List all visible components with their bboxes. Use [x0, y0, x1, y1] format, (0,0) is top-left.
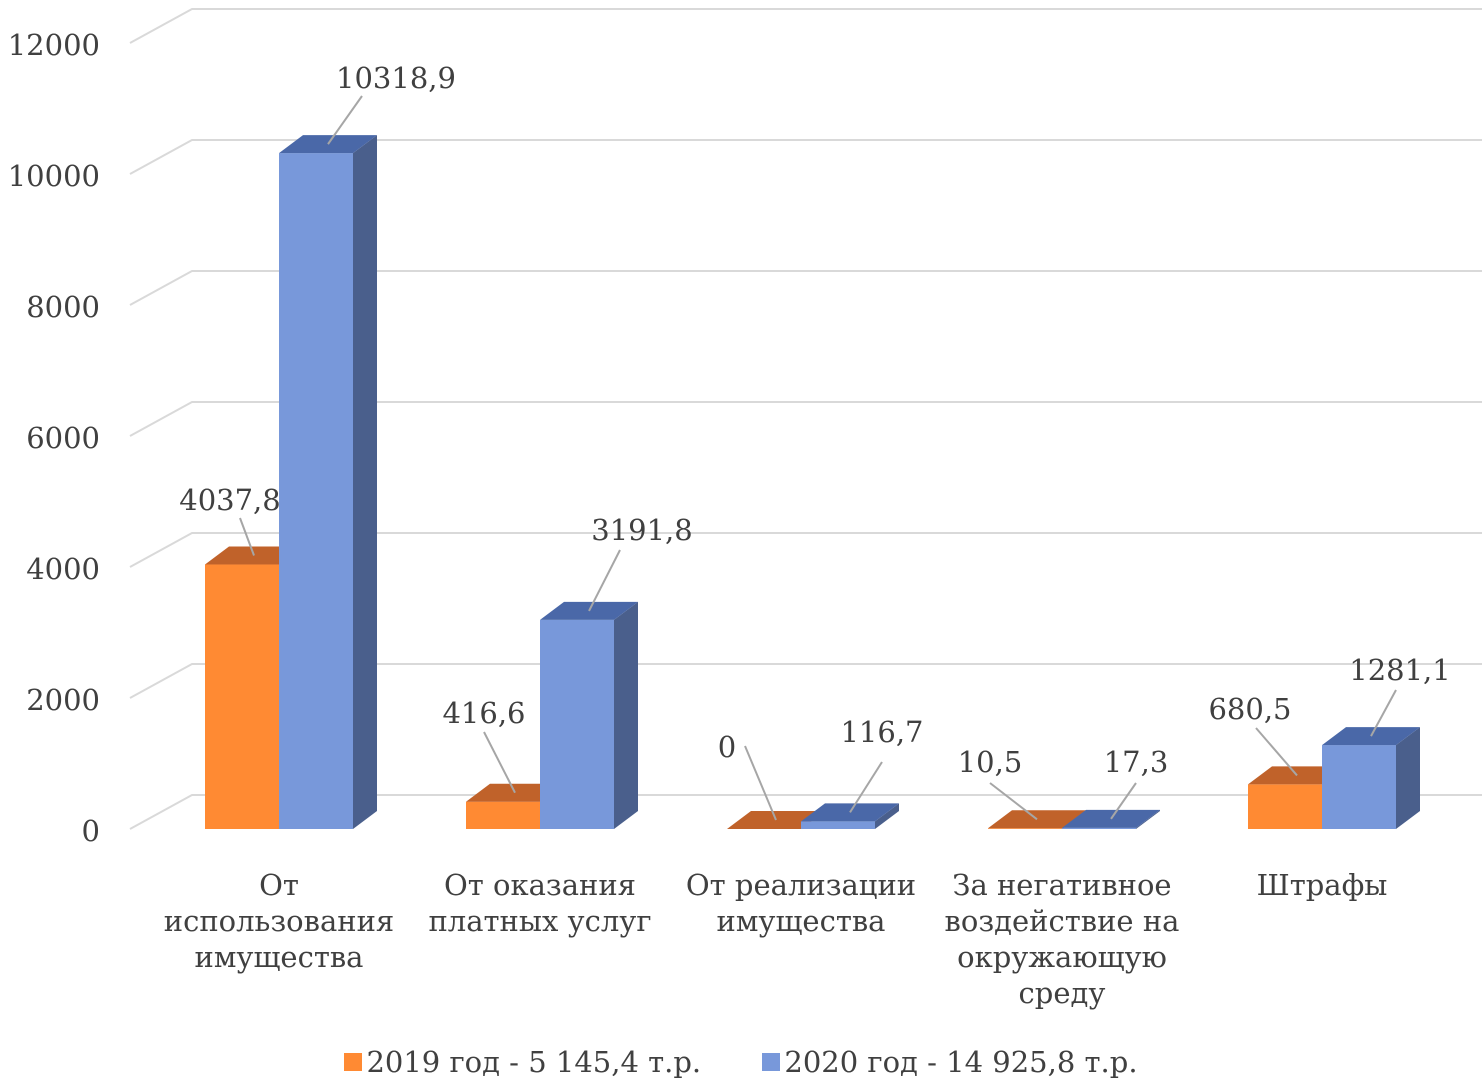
data-label: 4037,8: [179, 483, 280, 517]
y-tick-label: 12000: [8, 28, 100, 62]
data-label-leader: [744, 745, 777, 821]
bar-s1-c5: [1248, 766, 1346, 829]
bar-s2-c1-side: [353, 135, 377, 829]
data-label-leader: [483, 731, 516, 794]
bar-s2-c2: [540, 601, 638, 829]
x-category-label-line: окружающую: [957, 940, 1167, 974]
bar-s2-c4-side: [1136, 809, 1160, 829]
data-label: 416,6: [442, 696, 525, 730]
x-category-label-line: Штрафы: [1257, 868, 1388, 902]
y-tick-label: 2000: [26, 683, 100, 717]
gridline: [129, 8, 1482, 44]
x-category-label-line: От: [259, 868, 299, 902]
y-tick-label: 10000: [8, 159, 100, 193]
x-category-label-line: среду: [1019, 976, 1106, 1010]
legend-item-2019: 2019 год - 5 145,4 т.р.: [344, 1045, 701, 1079]
bar-s2-c3-side: [875, 803, 899, 829]
y-tick-label: 6000: [26, 421, 100, 455]
bar-s2-c1: [279, 135, 377, 829]
legend-label-2019: 2019 год - 5 145,4 т.р.: [366, 1045, 702, 1079]
bar-s1-c4-front: [988, 828, 1062, 829]
gridlines: [129, 8, 1482, 830]
bar-s2-c5-side: [1396, 727, 1420, 829]
gridline: [129, 401, 1482, 437]
x-category-label: Штрафы: [1257, 868, 1388, 902]
data-label-leader: [239, 517, 255, 556]
data-label: 10,5: [958, 745, 1023, 779]
data-label-leader: [1370, 689, 1397, 737]
bar-s2-c2-front: [540, 619, 614, 829]
data-labels: 4037,8 10318,9 416,6 3191,8 0 116,7 10,5 17,3 68…: [179, 61, 1451, 821]
gridline: [129, 270, 1482, 306]
data-label: 17,3: [1104, 745, 1169, 779]
gridline: [129, 139, 1482, 175]
y-axis: 0 2000 4000 6000 8000 10000 12000: [8, 28, 100, 848]
x-category-label-line: имущества: [717, 904, 886, 938]
bar-s2-c5: [1322, 727, 1420, 829]
bar-s2-c4-front: [1062, 827, 1136, 829]
data-label-leader: [327, 95, 363, 145]
bar-s2-c1-front: [279, 153, 353, 829]
data-label-leader: [849, 761, 883, 813]
gridline: [129, 663, 1482, 699]
legend-item-2020: 2020 год - 14 925,8 т.р.: [762, 1045, 1138, 1079]
legend-swatch-2019: [344, 1053, 363, 1071]
x-category-label-line: платных услуг: [428, 904, 651, 938]
x-category-label: От реализации имущества: [686, 868, 916, 938]
data-label-leader: [989, 782, 1038, 821]
bar-s1-c1-front: [205, 564, 279, 829]
x-category-label-line: использования: [164, 904, 394, 938]
x-category-label: От оказания платных услуг: [428, 868, 651, 938]
x-category-label-line: От реализации: [686, 868, 916, 902]
legend-swatch-2020: [762, 1053, 781, 1071]
data-label: 1281,1: [1349, 653, 1450, 687]
y-tick-label: 4000: [26, 552, 100, 586]
bar-s1-c5-front: [1248, 784, 1322, 829]
x-category-label-line: От оказания: [444, 868, 636, 902]
bar-s2-c3-front: [801, 821, 875, 829]
x-category-label: За негативное воздействие на окружающую сре…: [945, 868, 1180, 1010]
gridline: [129, 532, 1482, 568]
bar-s2-c2-side: [614, 601, 638, 829]
gridline: [129, 794, 1482, 830]
data-label: 3191,8: [591, 513, 692, 547]
data-label-leader: [1110, 782, 1137, 820]
data-label-leader: [1255, 727, 1298, 777]
x-category-label-line: воздействие на: [945, 904, 1180, 938]
y-tick-label: 0: [82, 814, 100, 848]
data-label: 680,5: [1208, 692, 1291, 726]
legend: 2019 год - 5 145,4 т.р. 2020 год - 14 92…: [0, 1045, 1482, 1079]
y-tick-label: 8000: [26, 290, 100, 324]
bar-s2-c3: [801, 803, 899, 829]
x-category-label-line: За негативное: [952, 868, 1171, 902]
x-category-label: От использования имущества: [164, 868, 394, 974]
x-category-label-line: имущества: [195, 940, 364, 974]
data-label-leader: [588, 549, 621, 612]
data-label: 116,7: [840, 715, 923, 749]
bar-s2-c5-front: [1322, 745, 1396, 829]
data-label: 0: [718, 730, 736, 764]
bar-s1-c2-front: [466, 801, 540, 829]
legend-label-2020: 2020 год - 14 925,8 т.р.: [784, 1045, 1138, 1079]
data-label: 10318,9: [336, 61, 456, 95]
bars: [205, 135, 1420, 829]
